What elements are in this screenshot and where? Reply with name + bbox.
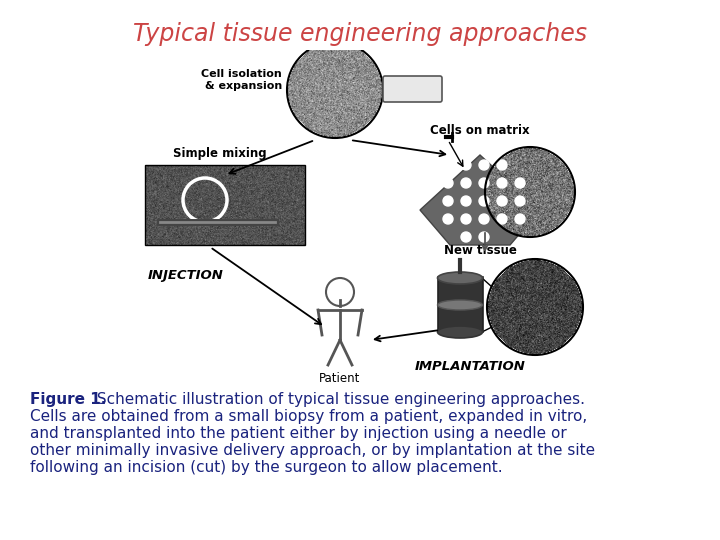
Text: New tissue: New tissue (444, 244, 516, 257)
Text: other minimally invasive delivery approach, or by implantation at the site: other minimally invasive delivery approa… (30, 443, 595, 458)
Circle shape (461, 178, 471, 188)
Circle shape (443, 196, 453, 206)
Circle shape (497, 214, 507, 224)
Ellipse shape (438, 300, 482, 310)
Ellipse shape (438, 326, 482, 338)
Text: Simple mixing: Simple mixing (174, 147, 267, 160)
Polygon shape (420, 155, 540, 245)
Bar (438, 277, 483, 332)
Circle shape (515, 178, 525, 188)
Circle shape (479, 196, 489, 206)
Circle shape (479, 214, 489, 224)
Text: Cells are obtained from a small biopsy from a patient, expanded in vitro,: Cells are obtained from a small biopsy f… (30, 409, 588, 424)
Circle shape (443, 178, 453, 188)
Text: INJECTION: INJECTION (148, 268, 224, 281)
Text: following an incision (cut) by the surgeon to allow placement.: following an incision (cut) by the surge… (30, 460, 503, 475)
Circle shape (515, 196, 525, 206)
Circle shape (461, 232, 471, 242)
Circle shape (461, 214, 471, 224)
Text: IMPLANTATION: IMPLANTATION (415, 361, 526, 374)
Text: and transplanted into the patient either by injection using a needle or: and transplanted into the patient either… (30, 426, 567, 441)
Circle shape (443, 214, 453, 224)
Text: Figure 1.: Figure 1. (30, 392, 107, 407)
Circle shape (497, 178, 507, 188)
Circle shape (461, 196, 471, 206)
Text: Cells on matrix: Cells on matrix (430, 124, 530, 137)
Ellipse shape (438, 272, 482, 284)
Text: Schematic illustration of typical tissue engineering approaches.: Schematic illustration of typical tissue… (92, 392, 585, 407)
Text: Typical tissue engineering approaches: Typical tissue engineering approaches (133, 22, 587, 46)
FancyBboxPatch shape (383, 76, 442, 102)
Circle shape (479, 178, 489, 188)
Circle shape (515, 214, 525, 224)
Text: Cell isolation
& expansion: Cell isolation & expansion (202, 69, 282, 91)
Circle shape (461, 160, 471, 170)
Circle shape (497, 196, 507, 206)
Bar (145, 165, 305, 245)
Text: Patient: Patient (319, 372, 361, 385)
Circle shape (497, 160, 507, 170)
Circle shape (479, 160, 489, 170)
Circle shape (479, 232, 489, 242)
